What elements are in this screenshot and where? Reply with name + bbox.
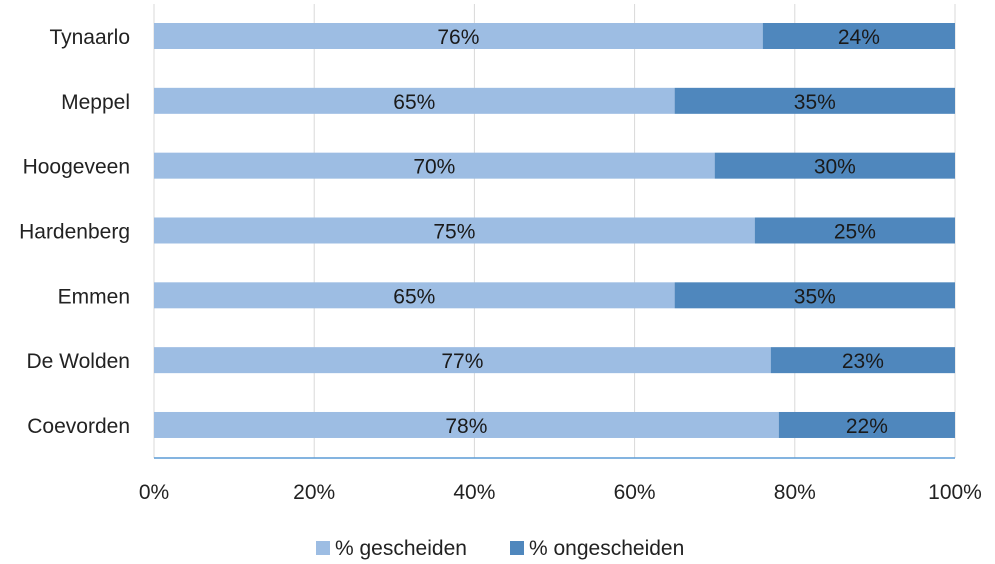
data-labels: 76% 24% 65% 35% 70% 30% 75% 25% 65% 35% 77% 23% 78% 2… <box>393 26 888 438</box>
data-label: 75% <box>433 220 475 243</box>
bar-segment <box>154 23 763 49</box>
data-label: 30% <box>814 156 856 179</box>
bar-segment <box>154 87 675 114</box>
bar-segment <box>674 87 955 114</box>
data-label: 35% <box>794 285 836 308</box>
bar-segment <box>770 347 955 374</box>
x-tick-label: 80% <box>774 481 816 504</box>
bar-segment <box>154 347 771 374</box>
x-tick-label: 40% <box>453 481 495 504</box>
x-tick-labels: 0% 20% 40% 60% 80% 100% <box>139 481 982 504</box>
bars <box>154 23 955 438</box>
x-tick-label: 20% <box>293 481 335 504</box>
bar-segment <box>154 282 675 309</box>
data-label: 23% <box>842 350 884 373</box>
bar-segment <box>778 411 955 438</box>
data-label: 76% <box>437 26 479 49</box>
bar-segment <box>714 152 955 179</box>
data-label: 65% <box>393 91 435 114</box>
legend-label: % gescheiden <box>335 537 467 560</box>
data-label: 78% <box>445 415 487 438</box>
legend-swatch <box>510 541 524 555</box>
data-label: 70% <box>413 156 455 179</box>
bar-segment <box>154 152 715 179</box>
category-label: Meppel <box>61 91 130 114</box>
category-labels: Tynaarlo Meppel Hoogeveen Hardenberg Emmen De… <box>19 26 130 438</box>
legend-swatch <box>316 541 330 555</box>
category-label: Hardenberg <box>19 220 130 243</box>
bar-segment <box>154 411 779 438</box>
bar-segment <box>674 282 955 309</box>
data-label: 65% <box>393 285 435 308</box>
category-label: Emmen <box>58 285 130 308</box>
data-label: 24% <box>838 26 880 49</box>
bar-segment <box>754 217 955 244</box>
category-label: Coevorden <box>27 415 130 438</box>
data-label: 22% <box>846 415 888 438</box>
category-label: Hoogeveen <box>23 156 130 179</box>
category-label: Tynaarlo <box>49 26 130 49</box>
data-label: 25% <box>834 220 876 243</box>
legend: % gescheiden % ongescheiden <box>316 537 684 560</box>
legend-label: % ongescheiden <box>529 537 684 560</box>
x-tick-label: 100% <box>928 481 982 504</box>
x-tick-label: 0% <box>139 481 169 504</box>
category-label: De Wolden <box>26 350 130 373</box>
bar-segment <box>762 23 955 49</box>
bar-segment <box>154 217 755 244</box>
data-label: 35% <box>794 91 836 114</box>
x-tick-label: 60% <box>614 481 656 504</box>
data-label: 77% <box>441 350 483 373</box>
